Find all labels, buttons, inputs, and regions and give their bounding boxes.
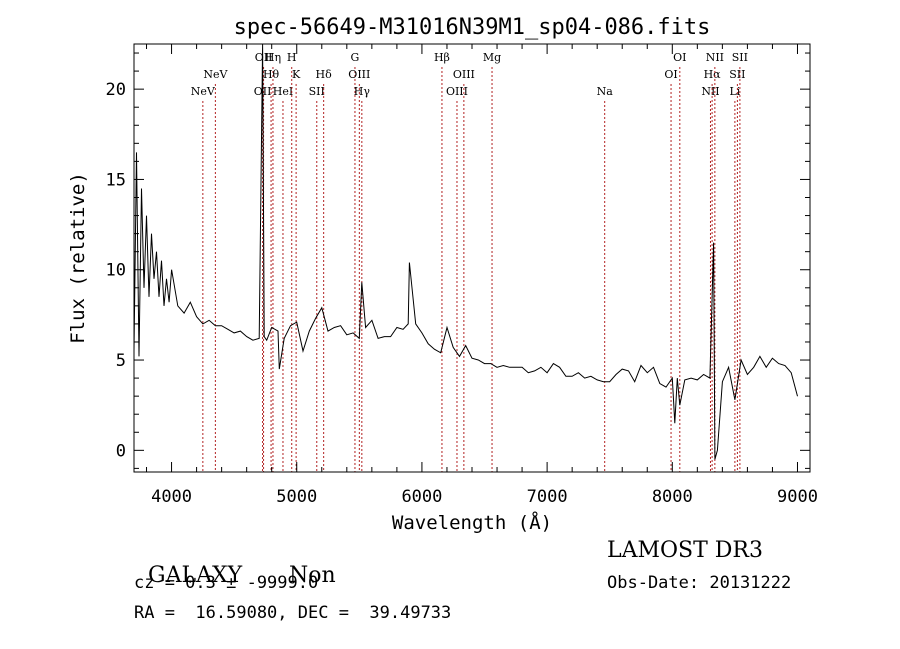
line-label-22: Hα [704, 68, 722, 81]
line-label-14: Hβ [434, 51, 450, 64]
line-label-10: Hδ [316, 68, 333, 81]
object-class: GALAXY [134, 538, 242, 588]
x-tick-label: 5000 [276, 487, 317, 507]
line-label-5: Hθ [263, 68, 280, 81]
survey-label: LAMOST DR3 [607, 538, 763, 563]
plot-frame [133, 43, 811, 473]
y-tick-label: 20 [106, 80, 126, 100]
x-tick-label: 4000 [151, 487, 192, 507]
line-label-4: Hη [265, 51, 281, 64]
line-label-23: NII [706, 51, 724, 64]
class-label: GALAXY [148, 563, 243, 588]
line-label-20: OI [673, 51, 686, 64]
line-label-12: OIII [348, 68, 370, 81]
line-label-26: SII [732, 51, 748, 64]
line-label-17: Mg [483, 51, 501, 64]
subclass-label: Non [289, 563, 336, 588]
spectrum-chart: spec-56649-M31016N39M1_sp04-086.fits NeV… [67, 15, 818, 534]
line-label-13: Hγ [354, 85, 371, 98]
line-label-21: NII [701, 85, 719, 98]
line-label-15: OIII [446, 85, 468, 98]
redshift-cz: cz = 0.3 ± -9999.0 [134, 573, 319, 593]
emission-line-markers: NeVNeVOIIOIIHηHθHeIHKSIIHδGOIIIHγHβOIIIO… [191, 51, 748, 472]
line-label-16: OIII [453, 68, 475, 81]
spectrum-line [133, 43, 798, 460]
line-label-24: Li [729, 85, 740, 98]
line-label-18: Na [597, 85, 614, 98]
object-subclass: Non [275, 538, 336, 588]
line-label-0: NeV [191, 85, 216, 98]
axis-ticks: 4000 5000 6000 7000 8000 9000 0 5 10 15 20 [106, 44, 818, 507]
obs-date: Obs-Date: 20131222 [607, 573, 792, 593]
y-axis-label: Flux (relative) [67, 172, 89, 344]
x-axis-label: Wavelength (Å) [392, 511, 552, 534]
line-label-8: K [292, 68, 301, 81]
line-label-6: HeI [273, 85, 293, 98]
y-tick-label: 0 [116, 441, 126, 461]
y-tick-label: 5 [116, 351, 126, 371]
x-tick-label: 7000 [527, 487, 568, 507]
line-label-19: OI [664, 68, 677, 81]
line-label-3: OII [255, 51, 273, 64]
line-label-7: H [287, 51, 297, 64]
x-tick-label: 6000 [401, 487, 442, 507]
line-label-9: SII [309, 85, 325, 98]
line-label-25: SII [729, 68, 745, 81]
y-tick-label: 15 [106, 170, 126, 190]
x-tick-label: 8000 [652, 487, 693, 507]
ra-dec: RA = 16.59080, DEC = 39.49733 [134, 603, 452, 623]
chart-title: spec-56649-M31016N39M1_sp04-086.fits [234, 15, 711, 40]
x-tick-label: 9000 [777, 487, 818, 507]
line-label-1: NeV [203, 68, 228, 81]
line-label-11: G [351, 51, 360, 64]
y-tick-label: 10 [106, 261, 126, 281]
